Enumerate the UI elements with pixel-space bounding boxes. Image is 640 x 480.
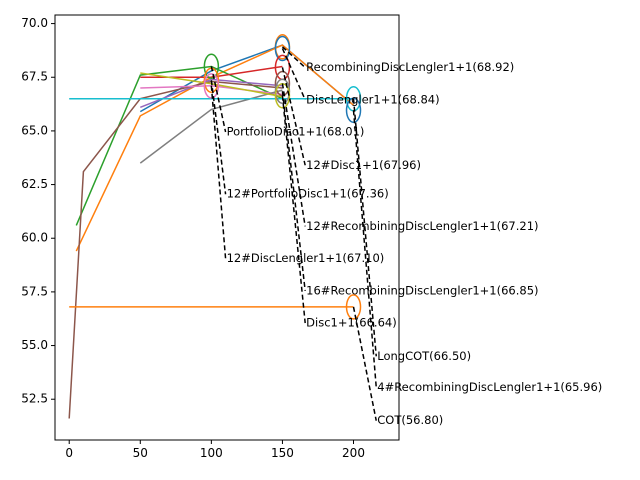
series-line-7 — [139, 89, 283, 164]
highlight-circle-11 — [345, 294, 362, 320]
series-lines — [68, 44, 354, 419]
annotation-label-4: 12#PortfolioDisc1+1(67.36) — [227, 187, 389, 201]
annotation-leader-6 — [210, 85, 227, 259]
annotation-label-11: COT(56.80) — [377, 413, 443, 427]
annotation-leader-5 — [281, 83, 306, 227]
x-tick-label-2: 100 — [200, 446, 223, 460]
annotation-leaders — [210, 46, 378, 421]
annotation-leader-8 — [281, 95, 306, 324]
annotation-label-7: 16#RecombiningDiscLengler1+1(66.85) — [306, 283, 538, 297]
plot-frame — [54, 14, 400, 441]
annotation-label-8: Disc1+1(66.64) — [306, 316, 397, 330]
series-line-6 — [140, 85, 283, 96]
annotation-label-0: RecombiningDiscLengler1+1(68.92) — [306, 60, 514, 74]
annotation-leader-1 — [281, 48, 306, 101]
annotation-label-6: 12#DiscLengler1+1(67.10) — [227, 251, 385, 265]
annotation-leader-0 — [281, 46, 306, 69]
annotation-leader-3 — [281, 67, 306, 166]
annotation-label-5: 12#RecombiningDiscLengler1+1(67.21) — [306, 219, 538, 233]
annotation-leader-11 — [352, 306, 377, 421]
annotation-label-2: PortfolioDisc1+1(68.01) — [227, 124, 365, 138]
y-tick-label-1: 55.0 — [21, 338, 48, 352]
highlight-circle-2 — [203, 73, 220, 99]
x-tick-label-4: 200 — [342, 446, 365, 460]
annotation-leader-9 — [352, 98, 378, 357]
highlight-circle-0 — [203, 53, 220, 80]
annotation-leader-4 — [210, 80, 227, 195]
y-tick-label-7: 70.0 — [21, 16, 48, 30]
y-tick-label-6: 67.5 — [21, 70, 48, 84]
annotation-leader-7 — [281, 91, 306, 291]
annotation-label-3: 12#Disc1+1(67.96) — [306, 158, 421, 172]
x-tick-label-1: 50 — [133, 446, 148, 460]
y-tick-label-5: 65.0 — [21, 123, 48, 137]
y-axis: 52.5 55.0 57.5 60.0 62.5 65.0 67.5 70.0 — [21, 16, 55, 406]
y-tick-label-2: 57.5 — [21, 284, 48, 298]
y-tick-label-4: 62.5 — [21, 177, 48, 191]
x-tick-label-3: 150 — [271, 446, 294, 460]
highlight-circles — [203, 34, 362, 320]
annotation-label-10: 4#RecombiningDiscLengler1+1(65.96) — [377, 380, 602, 394]
highlight-circle-4 — [274, 35, 291, 62]
x-axis: 0 50 100 150 200 — [65, 440, 365, 460]
y-tick-label-0: 52.5 — [21, 392, 48, 406]
x-tick-label-0: 0 — [65, 446, 73, 460]
annotation-leader-2 — [210, 66, 227, 133]
annotation-labels: RecombiningDiscLengler1+1(68.92) DiscLeng… — [227, 60, 603, 427]
y-tick-label-3: 60.0 — [21, 231, 48, 245]
annotation-leader-10 — [352, 110, 378, 388]
annotation-label-9: LongCOT(66.50) — [377, 349, 471, 363]
annotation-label-1: DiscLengler1+1(68.84) — [306, 92, 439, 106]
highlight-circle-10 — [345, 97, 362, 124]
